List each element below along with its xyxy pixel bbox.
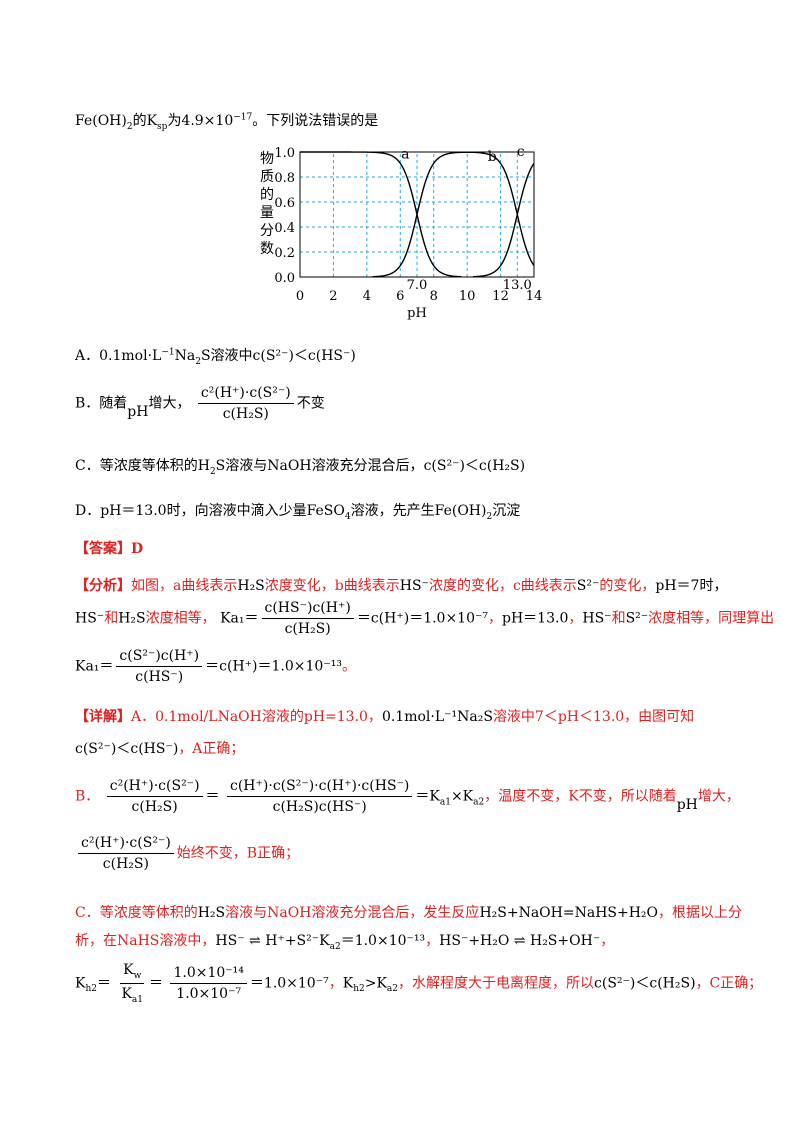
series-a-curve xyxy=(300,151,462,278)
y-axis-label-char: 分 xyxy=(260,223,274,239)
y-axis-label-char: 质 xyxy=(260,169,274,185)
x-tick-label: 8 xyxy=(430,289,438,304)
x-tick-label: 4 xyxy=(363,289,371,304)
series-label-c: c xyxy=(517,144,525,160)
series-c-curve xyxy=(472,162,535,278)
analysis-line-2: HS⁻和H₂S浓度相等， Ka₁＝ c(HS⁻)c(H⁺) c(H₂S) ＝c(H⁺)… xyxy=(75,600,775,637)
detail-c-line-3: Kh2＝ Kw Ka1 ＝ 1.0×10⁻¹⁴ 1.0×10⁻⁷ ＝1.0×10⁻⁷，K… xyxy=(75,962,763,1005)
analysis-line-1: 【分析】如图，a曲线表示H₂S浓度变化，b曲线表示HS⁻浓度的变化，c曲线表示S… xyxy=(75,578,728,594)
detail-line-1: 【详解】A．0.1mol/LNaOH溶液的pH=13.0，0.1mol·L⁻¹N… xyxy=(75,709,695,725)
option-b: B．随着pH增大， c²(H⁺)·c(S²⁻) c(H₂S) 不变 xyxy=(75,385,325,422)
x-tick-label: 10 xyxy=(459,289,476,304)
detail-line-2: c(S²⁻)＜c(HS⁻)，A正确； xyxy=(75,741,245,757)
detail-c-line-2: 析，在NaHS溶液中，HS⁻ ⇌ H⁺+S²⁻Ka2＝1.0×10⁻¹³，HS⁻… xyxy=(75,933,615,952)
y-tick-label: 0.4 xyxy=(274,221,295,236)
option-c: C．等浓度等体积的H2S溶液与NaOH溶液充分混合后，c(S²⁻)＜c(H₂S) xyxy=(75,458,526,477)
x-axis-label: pH xyxy=(407,306,427,321)
y-axis-label-char: 数 xyxy=(260,241,274,257)
y-axis-label-char: 量 xyxy=(260,205,274,221)
detail-b-line-2: c²(H⁺)·c(S²⁻) c(H₂S) 始终不变，B正确； xyxy=(75,835,299,872)
pka-annotation: 7.0 xyxy=(407,278,428,293)
series-label-b: b xyxy=(488,149,497,165)
y-tick-label: 0.0 xyxy=(274,271,295,286)
x-tick-label: 12 xyxy=(492,289,509,304)
plot-frame xyxy=(299,151,535,278)
option-d: D．pH＝13.0时，向溶液中滴入少量FeSO4溶液，先产生Fe(OH)2沉淀 xyxy=(75,503,521,522)
y-axis-label-char: 的 xyxy=(260,187,274,203)
pka-annotation: 13.0 xyxy=(503,278,532,293)
y-axis-label-char: 物 xyxy=(260,151,274,167)
x-tick-label: 6 xyxy=(396,289,404,304)
x-tick-label: 14 xyxy=(526,289,543,304)
option-a: A．0.1mol·L−1Na2S溶液中c(S²⁻)＜c(HS⁻) xyxy=(75,347,356,367)
analysis-line-3: Ka₁＝ c(S²⁻)c(H⁺) c(HS⁻) ＝c(H⁺)＝1.0×10⁻¹³。 xyxy=(75,648,356,685)
y-tick-label: 1.0 xyxy=(274,146,295,161)
y-tick-label: 0.6 xyxy=(274,196,295,211)
detail-c-line-1: C．等浓度等体积的H₂S溶液与NaOH溶液充分混合后，发生反应H₂S+NaOH=… xyxy=(75,905,743,921)
detail-b-line-1: B． c²(H⁺)·c(S²⁻) c(H₂S) ＝ c(H⁺)·c(S²⁻)·c(H… xyxy=(75,778,740,815)
series-label-a: a xyxy=(401,146,409,162)
answer: 【答案】D xyxy=(75,541,144,557)
species-distribution-chart: a b c 0.0 0.2 0.4 0.6 0.8 1.0 0 2 4 6 8 10 12 14 7.0 13.0 p… xyxy=(274,144,543,321)
y-tick-label: 0.8 xyxy=(274,171,295,186)
series-b-curve xyxy=(372,151,535,278)
option-b-fraction: c²(H⁺)·c(S²⁻) c(H₂S) xyxy=(197,385,294,422)
y-tick-label: 0.2 xyxy=(274,246,295,261)
x-tick-label: 2 xyxy=(329,289,337,304)
x-tick-label: 0 xyxy=(296,289,304,304)
question-intro: Fe(OH)2的Ksp为4.9×10−17。下列说法错误的是 xyxy=(75,112,379,132)
